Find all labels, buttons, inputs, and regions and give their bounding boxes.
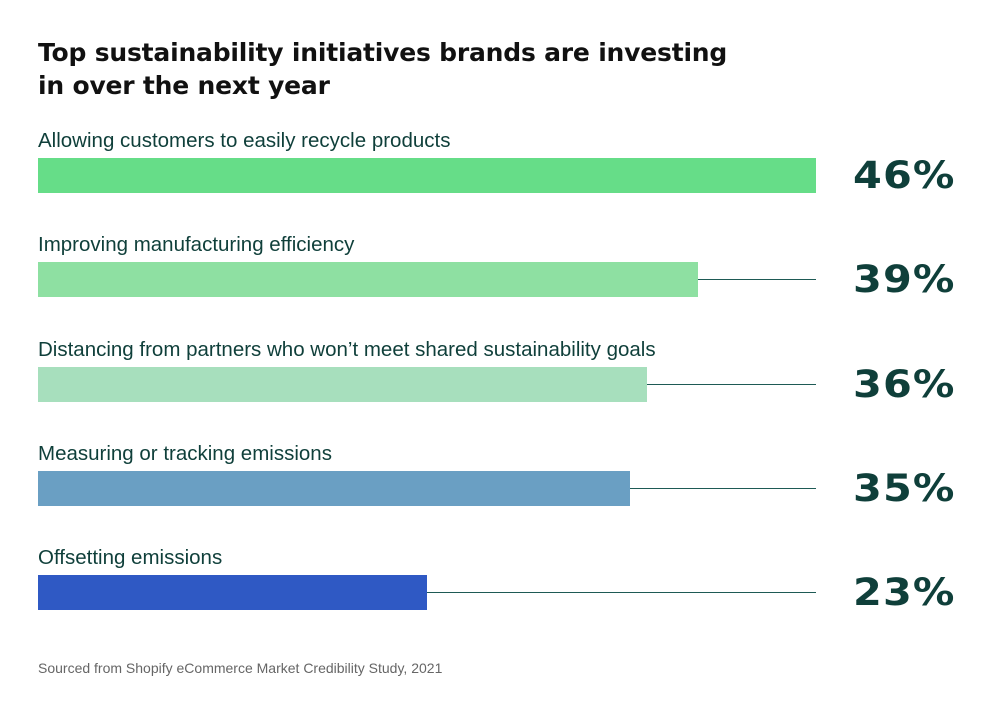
bar [38, 471, 630, 506]
bar-value-label: 23% [853, 571, 956, 614]
bar [38, 262, 698, 297]
bar-value-label: 46% [853, 154, 956, 197]
source-note: Sourced from Shopify eCommerce Market Cr… [38, 660, 443, 676]
chart-title: Top sustainability initiatives brands ar… [38, 38, 728, 100]
bar-label: Distancing from partners who won’t meet … [38, 338, 656, 361]
bar-row: Offsetting emissions 23% [0, 545, 1004, 637]
bar-label: Improving manufacturing efficiency [38, 233, 355, 256]
bar-row: Measuring or tracking emissions 35% [0, 441, 1004, 533]
bar-track-line [38, 592, 816, 593]
bar-value-label: 39% [853, 258, 956, 301]
bar-row: Distancing from partners who won’t meet … [0, 337, 1004, 429]
bar-label: Offsetting emissions [38, 546, 223, 569]
bar-row: Improving manufacturing efficiency 39% [0, 232, 1004, 324]
bar-row: Allowing customers to easily recycle pro… [0, 128, 1004, 220]
bar [38, 575, 427, 610]
bar [38, 158, 816, 193]
bar-label: Allowing customers to easily recycle pro… [38, 129, 451, 152]
bar-value-label: 36% [853, 363, 956, 406]
bar [38, 367, 647, 402]
bar-label: Measuring or tracking emissions [38, 442, 332, 465]
bar-value-label: 35% [853, 467, 956, 510]
